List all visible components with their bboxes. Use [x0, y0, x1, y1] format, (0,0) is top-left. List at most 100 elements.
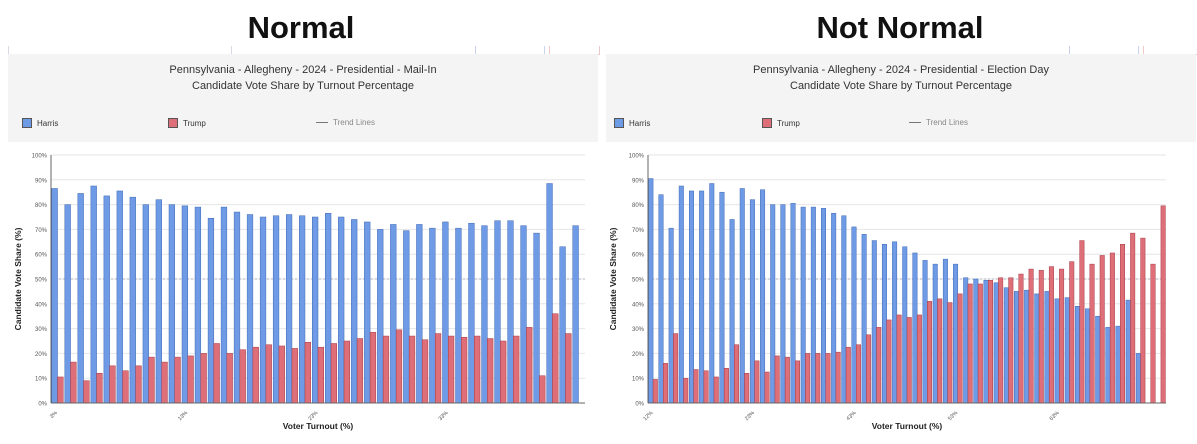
y-tick-label: 90% [35, 178, 48, 184]
bar-trump [252, 346, 259, 404]
y-tick-label: 100% [629, 154, 645, 160]
x-axis-title: Voter Turnout (%) [872, 421, 943, 431]
y-tick-label: 70% [632, 228, 645, 234]
bar-harris [403, 230, 410, 404]
bar-trump [1018, 273, 1024, 404]
bar-trump [83, 380, 90, 404]
y-tick-label: 0% [635, 402, 644, 408]
bar-harris [800, 206, 806, 404]
bar-trump [1109, 252, 1115, 404]
bar-trump [70, 361, 77, 404]
bar-trump [1079, 240, 1085, 404]
bar-harris [881, 244, 887, 404]
bar-trump [662, 363, 668, 404]
y-tick-label: 60% [632, 253, 645, 259]
bar-trump [744, 372, 750, 404]
bar-trump [703, 370, 709, 404]
bar-harris [1115, 325, 1121, 404]
x-tick-label: 13% [177, 410, 189, 422]
y-tick-label: 30% [632, 327, 645, 333]
y-tick-label: 80% [632, 203, 645, 209]
bar-harris [963, 277, 969, 404]
legend-trend-lines[interactable]: Trend Lines [316, 118, 375, 127]
bar-harris [790, 203, 796, 404]
bar-trump [239, 349, 246, 404]
y-tick-label: 40% [35, 302, 48, 308]
bar-harris [207, 217, 215, 404]
bar-trump [513, 335, 520, 404]
bar-trump [988, 279, 993, 404]
bar-trump [673, 333, 679, 404]
bar-harris [1003, 287, 1009, 404]
bar-harris [90, 185, 97, 404]
y-tick-label: 10% [35, 377, 48, 383]
legend-harris[interactable]: Harris [614, 118, 650, 128]
bar-harris [953, 263, 959, 404]
bar-trump [265, 344, 272, 404]
bar-trump [330, 343, 338, 404]
legend-harris[interactable]: Harris [22, 118, 58, 128]
bar-harris [481, 225, 488, 404]
trend-line-icon [909, 122, 921, 123]
plot-area: 0% 10% 20% 30% 40% 50% 60% 70% 80% 90% 100% 12% 23% 4… [608, 154, 1166, 431]
bar-trump [343, 340, 351, 404]
bar-trump [754, 360, 760, 404]
bar-trump [161, 361, 168, 404]
bar-trump [734, 344, 740, 404]
bar-harris [285, 214, 293, 404]
bar-harris [912, 252, 918, 404]
bar-harris [709, 183, 715, 404]
bar-trump [693, 369, 699, 404]
bar-harris [1034, 293, 1040, 404]
bar-trump [764, 371, 770, 404]
bar-harris [351, 219, 358, 404]
bar-trump [408, 335, 416, 404]
legend-trend-lines[interactable]: Trend Lines [909, 118, 968, 127]
heading-normal: Normal [247, 10, 355, 45]
bar-trump [57, 376, 64, 404]
legend-trump[interactable]: Trump [168, 118, 206, 128]
bar-harris [973, 278, 979, 404]
bar-trump [226, 353, 233, 404]
bar-harris [390, 224, 397, 404]
bar-harris [699, 190, 705, 404]
bar-harris [429, 227, 436, 404]
bar-trump [135, 365, 142, 404]
bar-harris [533, 232, 540, 404]
chart-header [606, 54, 1196, 142]
chart-header [8, 54, 598, 142]
bar-harris [1125, 299, 1131, 404]
bar-harris [770, 204, 776, 404]
bar-harris [129, 196, 136, 404]
bar-harris [658, 194, 664, 404]
bar-harris [668, 227, 674, 404]
bar-trump [1038, 270, 1044, 404]
bar-trump [174, 356, 181, 404]
bar-harris [780, 204, 786, 404]
bar-harris [494, 220, 501, 404]
y-tick-label: 50% [632, 278, 645, 284]
bar-trump [937, 298, 943, 404]
bar-harris [546, 183, 553, 404]
bar-trump [487, 338, 494, 404]
bar-trump [916, 314, 922, 404]
bar-trump [109, 365, 116, 404]
x-tick-label: 12% [642, 410, 654, 422]
x-tick-label: 63% [1049, 410, 1061, 422]
bar-harris [993, 282, 999, 404]
bar-harris [468, 222, 475, 404]
x-tick-label: 33% [438, 410, 450, 422]
bar-harris [325, 213, 332, 404]
bar-trump [1150, 263, 1156, 404]
bar-trump [395, 329, 403, 404]
bar-trump [317, 346, 324, 404]
bar-trump [784, 356, 790, 404]
bar-harris [922, 260, 928, 404]
legend-label-harris: Harris [629, 118, 651, 128]
trend-line-icon [316, 122, 328, 123]
bar-harris [455, 227, 462, 404]
chart-title: Pennsylvania - Allegheny - 2024 - Presid… [169, 64, 437, 76]
bar-harris [871, 240, 877, 404]
legend-trump[interactable]: Trump [762, 118, 800, 128]
bar-harris [520, 225, 527, 404]
